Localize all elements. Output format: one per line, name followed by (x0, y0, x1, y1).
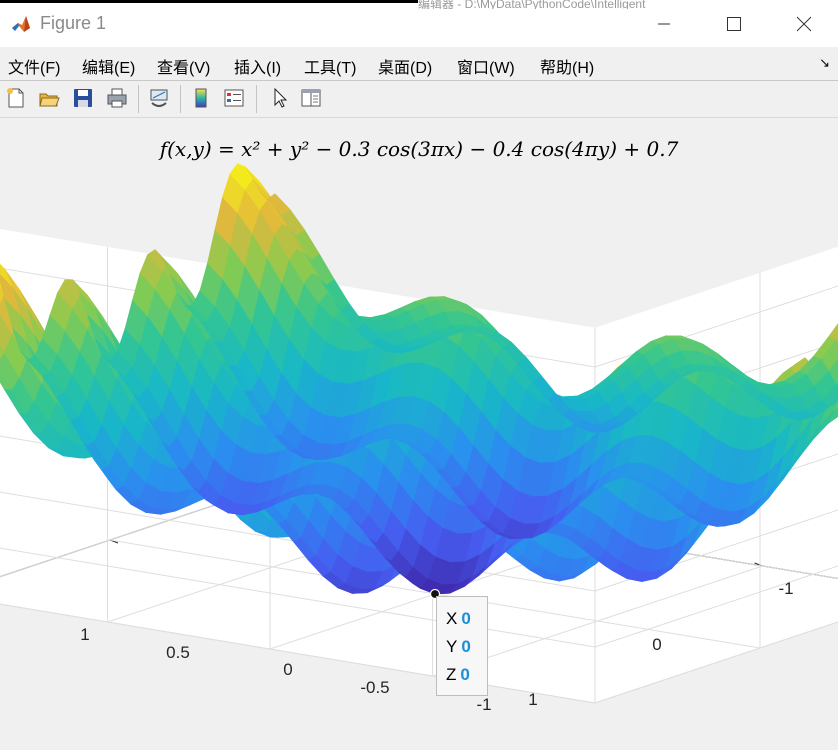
datatip-x-value: 0 (461, 609, 471, 628)
maximize-button[interactable] (711, 8, 757, 40)
new-figure-icon (7, 88, 24, 108)
minimize-button[interactable] (641, 8, 687, 40)
x-tick-label: 0 (283, 660, 292, 679)
surface-patch (835, 336, 838, 345)
insert-colorbar-icon (195, 88, 207, 108)
open-file-icon (39, 93, 60, 107)
x-tick-label: -0.5 (360, 678, 389, 697)
toolbar-separator (180, 85, 181, 113)
dock-figure-icon[interactable]: ↘ (819, 55, 830, 70)
insert-legend-icon (224, 89, 244, 107)
x-tick-label: 1 (80, 625, 89, 644)
floor-plane (0, 485, 838, 703)
background-window-title: 编辑器 - D:\MyData\PythonCode\Intelligent (418, 0, 838, 9)
print-icon (107, 88, 127, 108)
new-figure-button[interactable] (3, 85, 29, 111)
link-plot-button[interactable] (146, 85, 172, 111)
save-button[interactable] (70, 85, 96, 111)
tick-labels: 00.511.522.5310.50-0.5-1-101 (80, 579, 793, 714)
close-icon (796, 16, 812, 32)
maximize-icon (727, 17, 741, 31)
edit-plot-arrow-icon (274, 87, 288, 108)
edit-plot-button[interactable] (266, 85, 292, 111)
grid-line-z (594, 621, 838, 704)
open-file-button[interactable] (36, 85, 62, 111)
y-tick-label: 1 (528, 690, 537, 709)
window-title: Figure 1 (40, 13, 107, 33)
grid-line-z (594, 565, 838, 648)
close-button[interactable] (781, 8, 827, 40)
menu-edit[interactable]: 编辑(E) (82, 60, 136, 77)
toolbar-separator (138, 85, 139, 113)
property-inspector-button[interactable] (298, 85, 324, 111)
datatip-x-label: X (446, 609, 458, 628)
menu-help[interactable]: 帮助(H) (540, 60, 595, 77)
menu-bar: 文件(F) 编辑(E) 查看(V) 插入(I) 工具(T) 桌面(D) 窗口(W… (0, 47, 838, 80)
menu-insert[interactable]: 插入(I) (234, 60, 282, 77)
save-icon (74, 89, 92, 107)
print-button[interactable] (104, 85, 130, 111)
menu-separator (0, 80, 838, 81)
matlab-logo-icon (10, 13, 32, 35)
plot-title: f(x,y) = x² + y² − 0.3 cos(3πx) − 0.4 co… (159, 137, 679, 161)
y-tick-label: -1 (778, 579, 793, 598)
surface-mesh[interactable] (0, 163, 838, 595)
datatip-y-label: Y (446, 637, 458, 656)
toolbar-separator (256, 85, 257, 113)
y-tick-label: 0 (652, 635, 661, 654)
link-plot-icon (150, 89, 168, 107)
toolbar-separator-line (0, 117, 838, 118)
minimize-icon (658, 23, 670, 25)
figure-toolbar (0, 81, 838, 117)
insert-colorbar-button[interactable] (188, 85, 214, 111)
menu-view[interactable]: 查看(V) (157, 60, 211, 77)
datatip-z-value: 0 (460, 665, 470, 684)
datatip-z-label: Z (446, 665, 457, 684)
property-inspector-icon (301, 89, 321, 107)
x-tick-label: -1 (476, 695, 491, 714)
menu-tools[interactable]: 工具(T) (304, 60, 357, 77)
x-tick-label: 0.5 (166, 643, 190, 662)
menu-desktop[interactable]: 桌面(D) (378, 60, 433, 77)
surface-patch (267, 193, 291, 215)
insert-legend-button[interactable] (221, 85, 247, 111)
menu-window[interactable]: 窗口(W) (457, 60, 515, 77)
menu-file[interactable]: 文件(F) (8, 60, 61, 77)
datatip-y-value: 0 (461, 637, 471, 656)
